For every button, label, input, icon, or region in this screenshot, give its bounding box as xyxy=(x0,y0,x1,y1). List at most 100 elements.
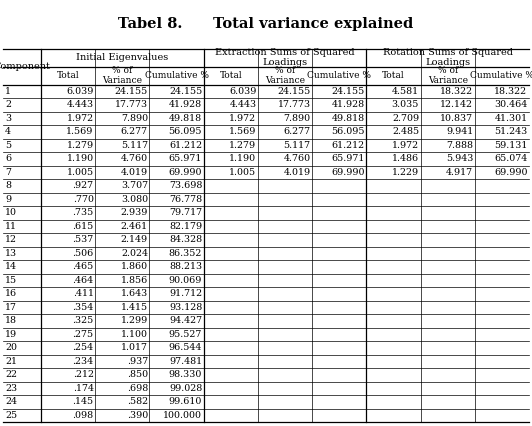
Text: .275: .275 xyxy=(72,330,94,339)
Text: 18.322: 18.322 xyxy=(494,87,528,96)
Text: 1.279: 1.279 xyxy=(66,141,94,150)
Text: % of
Variance: % of Variance xyxy=(428,66,468,85)
Text: 95.527: 95.527 xyxy=(169,330,202,339)
Text: 16: 16 xyxy=(5,289,17,298)
Text: 10.837: 10.837 xyxy=(440,114,473,123)
Text: 98.330: 98.330 xyxy=(169,370,202,379)
Text: 1.860: 1.860 xyxy=(121,262,148,271)
Text: 3.707: 3.707 xyxy=(121,181,148,190)
Text: 1.569: 1.569 xyxy=(229,127,256,136)
Text: 1.972: 1.972 xyxy=(229,114,256,123)
Text: 24.155: 24.155 xyxy=(277,87,311,96)
Text: 8: 8 xyxy=(5,181,11,190)
Text: 17.773: 17.773 xyxy=(115,100,148,109)
Text: 4.581: 4.581 xyxy=(392,87,419,96)
Text: 2.709: 2.709 xyxy=(392,114,419,123)
Text: 5: 5 xyxy=(5,141,11,150)
Text: 4: 4 xyxy=(5,127,11,136)
Text: 3.080: 3.080 xyxy=(121,195,148,204)
Text: 76.778: 76.778 xyxy=(169,195,202,204)
Text: 84.328: 84.328 xyxy=(169,235,202,244)
Text: 6.277: 6.277 xyxy=(121,127,148,136)
Text: 6: 6 xyxy=(5,154,11,163)
Text: 1.972: 1.972 xyxy=(66,114,94,123)
Text: 99.610: 99.610 xyxy=(169,397,202,406)
Text: 1.005: 1.005 xyxy=(66,168,94,177)
Text: 4.443: 4.443 xyxy=(229,100,256,109)
Text: 24.155: 24.155 xyxy=(115,87,148,96)
Text: 65.971: 65.971 xyxy=(169,154,202,163)
Text: 7.890: 7.890 xyxy=(284,114,311,123)
Text: Component: Component xyxy=(0,62,51,71)
Text: 1.415: 1.415 xyxy=(121,303,148,312)
Text: 97.481: 97.481 xyxy=(169,357,202,366)
Text: 20: 20 xyxy=(5,343,17,352)
Text: .698: .698 xyxy=(127,384,148,393)
Text: 15: 15 xyxy=(5,276,17,285)
Text: 100.000: 100.000 xyxy=(163,411,202,420)
Text: 9: 9 xyxy=(5,195,11,204)
Text: 99.028: 99.028 xyxy=(169,384,202,393)
Text: .735: .735 xyxy=(72,208,94,217)
Text: Rotation Sums of Squared
Loadings: Rotation Sums of Squared Loadings xyxy=(383,48,513,67)
Text: 69.990: 69.990 xyxy=(331,168,365,177)
Text: .145: .145 xyxy=(72,397,94,406)
Text: 1.972: 1.972 xyxy=(392,141,419,150)
Text: 1.100: 1.100 xyxy=(121,330,148,339)
Text: 2.461: 2.461 xyxy=(121,222,148,231)
Text: 5.117: 5.117 xyxy=(284,141,311,150)
Text: 1.299: 1.299 xyxy=(121,316,148,325)
Text: 73.698: 73.698 xyxy=(169,181,202,190)
Text: 14: 14 xyxy=(5,262,17,271)
Text: % of
Variance: % of Variance xyxy=(102,66,143,85)
Text: 49.818: 49.818 xyxy=(332,114,365,123)
Text: 56.095: 56.095 xyxy=(331,127,365,136)
Text: Cumulative %: Cumulative % xyxy=(145,71,209,80)
Text: .615: .615 xyxy=(72,222,94,231)
Text: .506: .506 xyxy=(72,249,94,258)
Text: .390: .390 xyxy=(127,411,148,420)
Text: 4.760: 4.760 xyxy=(284,154,311,163)
Text: 10: 10 xyxy=(5,208,17,217)
Text: .937: .937 xyxy=(127,357,148,366)
Text: 21: 21 xyxy=(5,357,17,366)
Text: 41.928: 41.928 xyxy=(332,100,365,109)
Text: 1.569: 1.569 xyxy=(66,127,94,136)
Text: 3.035: 3.035 xyxy=(392,100,419,109)
Text: .465: .465 xyxy=(72,262,94,271)
Text: 4.917: 4.917 xyxy=(446,168,473,177)
Text: 61.212: 61.212 xyxy=(332,141,365,150)
Text: 90.069: 90.069 xyxy=(169,276,202,285)
Text: 7: 7 xyxy=(5,168,11,177)
Text: 61.212: 61.212 xyxy=(169,141,202,150)
Text: 2.149: 2.149 xyxy=(121,235,148,244)
Text: 91.712: 91.712 xyxy=(169,289,202,298)
Text: .325: .325 xyxy=(72,316,94,325)
Text: Cumulative %: Cumulative % xyxy=(470,71,532,80)
Text: .354: .354 xyxy=(72,303,94,312)
Text: 18: 18 xyxy=(5,316,17,325)
Text: 49.818: 49.818 xyxy=(169,114,202,123)
Text: .850: .850 xyxy=(127,370,148,379)
Text: 2: 2 xyxy=(5,100,11,109)
Text: 1.486: 1.486 xyxy=(392,154,419,163)
Text: 19: 19 xyxy=(5,330,17,339)
Text: 5.117: 5.117 xyxy=(121,141,148,150)
Text: 79.717: 79.717 xyxy=(169,208,202,217)
Text: 96.544: 96.544 xyxy=(169,343,202,352)
Text: 1.643: 1.643 xyxy=(121,289,148,298)
Text: 51.243: 51.243 xyxy=(494,127,528,136)
Text: 1.017: 1.017 xyxy=(121,343,148,352)
Text: 65.971: 65.971 xyxy=(331,154,365,163)
Text: 24.155: 24.155 xyxy=(331,87,365,96)
Text: .537: .537 xyxy=(72,235,94,244)
Text: 5.943: 5.943 xyxy=(446,154,473,163)
Text: 24: 24 xyxy=(5,397,17,406)
Text: Extraction Sums of Squared
Loadings: Extraction Sums of Squared Loadings xyxy=(215,48,355,67)
Text: .927: .927 xyxy=(72,181,94,190)
Text: Total: Total xyxy=(382,71,405,80)
Text: Tabel 8.      Total variance explained: Tabel 8. Total variance explained xyxy=(119,17,413,31)
Text: 6.039: 6.039 xyxy=(229,87,256,96)
Text: 1.190: 1.190 xyxy=(229,154,256,163)
Text: 11: 11 xyxy=(5,222,17,231)
